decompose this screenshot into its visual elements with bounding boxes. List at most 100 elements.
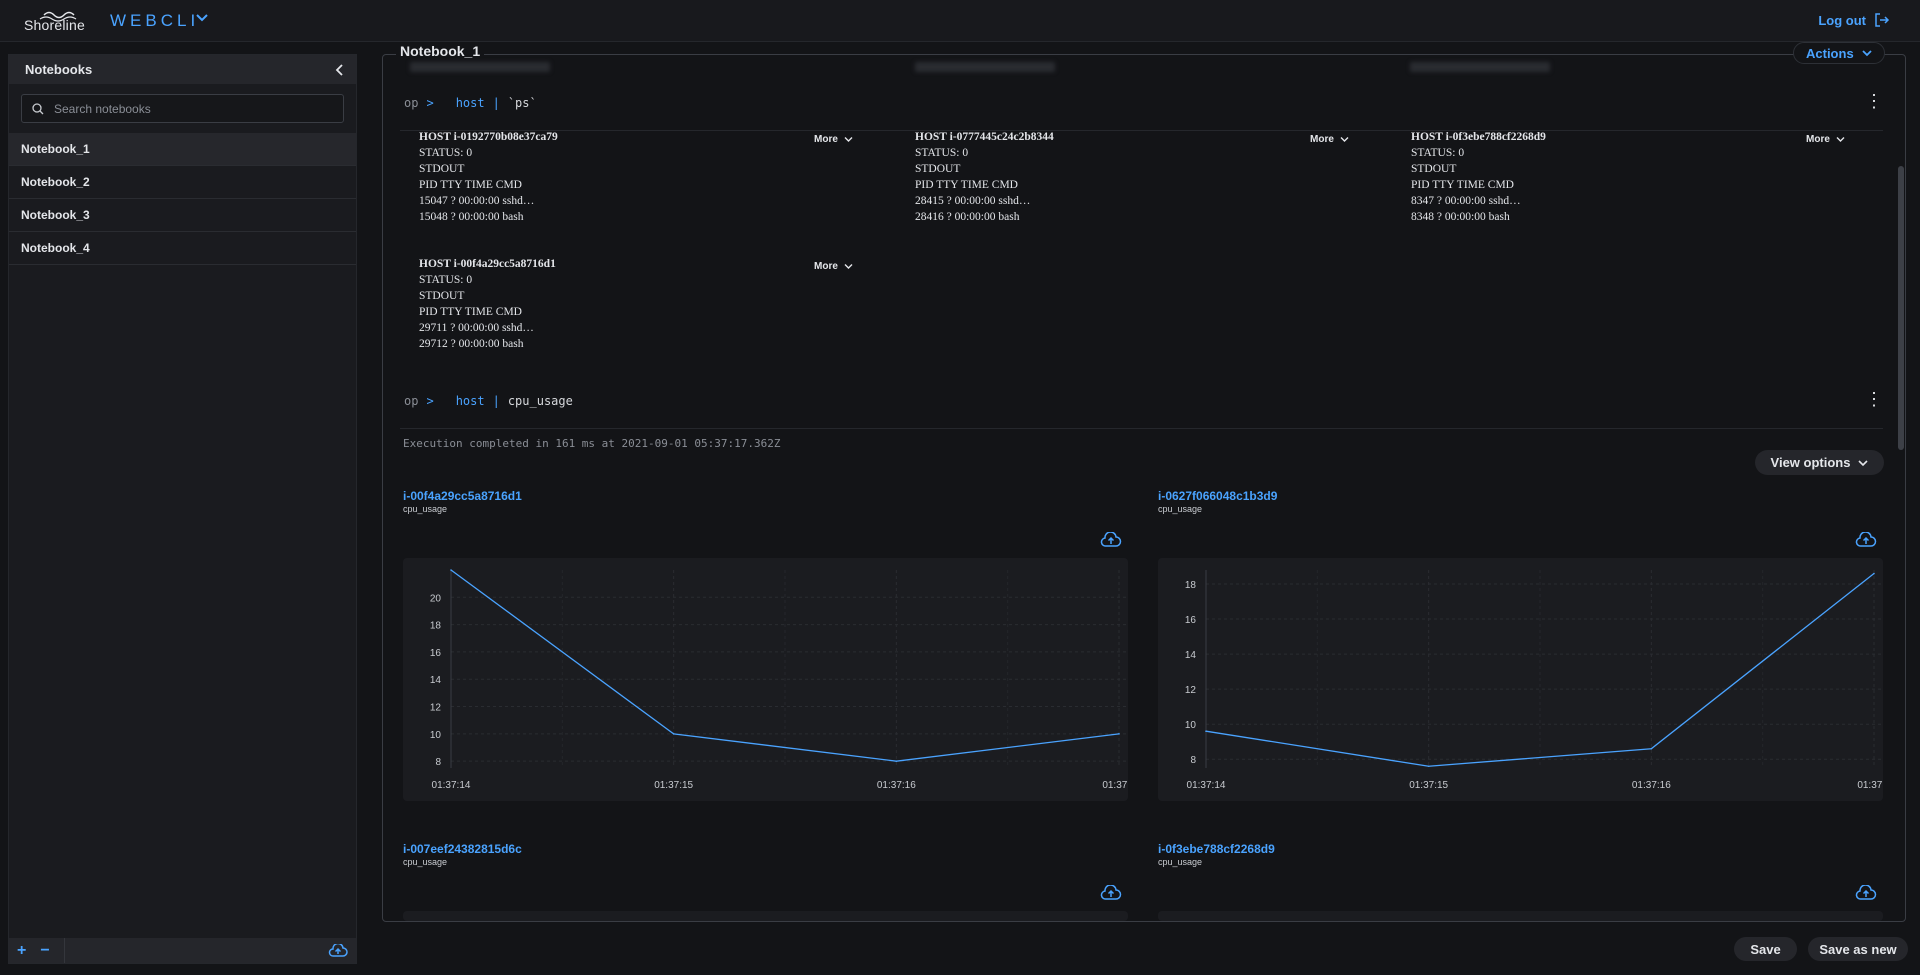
host-stdout: STDOUT — [1411, 163, 1457, 175]
add-notebook-button[interactable]: + — [17, 941, 27, 959]
host-line: 15047 ? 00:00:00 sshd… — [419, 195, 535, 207]
cloud-download-icon[interactable] — [1855, 885, 1877, 901]
y-tick-label: 12 — [430, 703, 442, 714]
host-stdout: STDOUT — [915, 163, 961, 175]
data-point — [672, 733, 675, 735]
op-prompt: op — [404, 394, 419, 408]
chevron-down-icon — [844, 264, 853, 269]
more-label: More — [1806, 134, 1830, 145]
host-line: 28415 ? 00:00:00 sshd… — [915, 195, 1031, 207]
logout-icon — [1875, 13, 1890, 27]
scrollbar-thumb[interactable] — [1898, 166, 1904, 450]
chevron-down-icon — [1836, 137, 1845, 142]
host-line: 8348 ? 00:00:00 bash — [1411, 211, 1510, 223]
actions-label: Actions — [1806, 45, 1854, 61]
cell-divider — [400, 130, 1883, 131]
host-name: HOST i-0f3ebe788cf2268d9 — [1411, 131, 1546, 143]
app-name[interactable]: WEBCLI — [110, 11, 200, 30]
cloud-upload-icon[interactable] — [328, 943, 348, 958]
y-tick-label: 8 — [1190, 755, 1196, 766]
chevron-down-icon[interactable] — [196, 13, 208, 23]
chart-subtitle: cpu_usage — [403, 857, 448, 867]
actions-button[interactable]: Actions — [1793, 42, 1885, 64]
top-bar: Shoreline WEBCLI Log out — [0, 0, 1920, 42]
blurred-output — [410, 62, 550, 72]
x-tick-label: 01:37:1 — [1857, 780, 1883, 791]
cell-command[interactable]: op > host | cpu_usage — [404, 394, 573, 408]
host-header: PID TTY TIME CMD — [915, 179, 1018, 191]
host-status: STATUS: 0 — [419, 147, 473, 159]
sidebar-item-label: Notebook_4 — [21, 241, 90, 255]
y-tick-label: 14 — [430, 675, 442, 686]
host-line: 29711 ? 00:00:00 sshd… — [419, 322, 534, 334]
y-tick-label: 16 — [1185, 615, 1197, 626]
cloud-download-icon[interactable] — [1100, 885, 1122, 901]
chart-subtitle: cpu_usage — [403, 504, 448, 514]
save-button[interactable]: Save — [1734, 937, 1797, 961]
host-status: STATUS: 0 — [1411, 147, 1465, 159]
y-tick-label: 10 — [1185, 720, 1197, 731]
execution-status: Execution completed in 161 ms at 2021-09… — [403, 437, 781, 450]
chevron-down-icon — [1858, 459, 1869, 466]
save-as-new-button[interactable]: Save as new — [1808, 937, 1908, 961]
x-tick-label: 01:37:1 — [1102, 780, 1128, 791]
x-tick-label: 01:37:14 — [432, 780, 471, 791]
chart-title[interactable]: i-00f4a29cc5a8716d1 — [403, 489, 522, 503]
notebook-title: Notebook_1 — [396, 43, 485, 59]
data-point — [1427, 765, 1430, 768]
op-pipe: | — [492, 96, 500, 110]
shoreline-logo-icon — [39, 11, 77, 22]
cpu-usage-chart: 8 10 12 14 16 18 20 01:37:14 01:37:15 01:37:16 01:… — [403, 558, 1128, 801]
cell-menu-icon[interactable]: ⋮ — [1865, 389, 1883, 409]
data-point — [1205, 730, 1207, 733]
host-status: STATUS: 0 — [915, 147, 969, 159]
chart-title[interactable]: i-007eef24382815d6c — [403, 842, 522, 856]
collapse-sidebar-icon[interactable] — [334, 63, 344, 76]
sidebar-item-notebook-4[interactable]: Notebook_4 — [9, 232, 356, 265]
y-tick-label: 8 — [435, 757, 441, 768]
chart-title[interactable]: i-0627f066048c1b3d9 — [1158, 489, 1278, 503]
notebook-panel — [382, 54, 1906, 922]
more-button[interactable]: More — [1310, 134, 1349, 145]
more-button[interactable]: More — [1806, 134, 1845, 145]
remove-notebook-button[interactable]: − — [40, 941, 50, 959]
search-input[interactable] — [54, 101, 334, 116]
cell-menu-icon[interactable]: ⋮ — [1865, 91, 1883, 111]
host-output: HOST i-0f3ebe788cf2268d9 STATUS: 0 STDOU… — [1411, 129, 1546, 225]
sidebar-item-notebook-3[interactable]: Notebook_3 — [9, 199, 356, 232]
logout-button[interactable]: Log out — [1818, 12, 1890, 28]
series-line — [1205, 572, 1875, 767]
cell-command[interactable]: op > host | `ps` — [404, 96, 537, 110]
more-button[interactable]: More — [814, 261, 853, 272]
cloud-download-icon[interactable] — [1100, 532, 1122, 548]
sidebar-title: Notebooks — [25, 62, 93, 77]
cpu-usage-chart: 8 10 12 14 16 18 01:37:14 01:37:15 01:37:16 01:37… — [1158, 558, 1883, 801]
more-label: More — [1310, 134, 1334, 145]
y-tick-label: 16 — [430, 648, 442, 659]
cloud-download-icon[interactable] — [1855, 532, 1877, 548]
more-label: More — [814, 134, 838, 145]
sidebar-item-notebook-2[interactable]: Notebook_2 — [9, 166, 356, 199]
sidebar-item-notebook-1[interactable]: Notebook_1 — [9, 133, 356, 166]
sidebar-header: Notebooks — [9, 55, 356, 84]
host-name: HOST i-00f4a29cc5a8716d1 — [419, 258, 556, 270]
host-header: PID TTY TIME CMD — [419, 306, 522, 318]
view-options-button[interactable]: View options — [1755, 450, 1884, 475]
host-line: 29712 ? 00:00:00 bash — [419, 338, 524, 350]
blurred-output — [915, 62, 1055, 72]
more-button[interactable]: More — [814, 134, 853, 145]
y-tick-label: 20 — [430, 593, 442, 604]
op-arrow: > — [426, 394, 434, 408]
search-icon — [32, 102, 44, 114]
y-tick-label: 10 — [430, 730, 442, 741]
sidebar-item-label: Notebook_1 — [21, 142, 90, 156]
x-tick-label: 01:37:16 — [1632, 780, 1671, 791]
y-tick-label: 14 — [1185, 650, 1197, 661]
host-line: 15048 ? 00:00:00 bash — [419, 211, 524, 223]
search-box[interactable] — [21, 94, 344, 123]
host-header: PID TTY TIME CMD — [1411, 179, 1514, 191]
chart-title[interactable]: i-0f3ebe788cf2268d9 — [1158, 842, 1275, 856]
save-label: Save — [1750, 941, 1781, 957]
y-tick-label: 18 — [430, 621, 442, 632]
x-tick-label: 01:37:15 — [1409, 780, 1448, 791]
